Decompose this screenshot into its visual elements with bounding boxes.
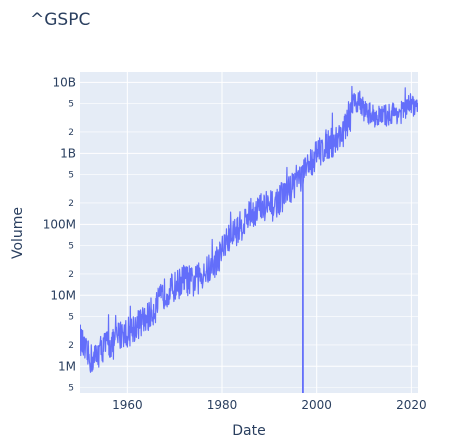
y-axis-title: Volume [10,207,26,259]
x-tick-label: 2000 [301,398,332,412]
y-minor-tick-label: 2 [68,199,74,209]
y-minor-tick-label: 5 [68,242,74,252]
x-tick-label: 1980 [207,398,238,412]
chart-title: ^GSPC [30,10,90,30]
volume-series-line [80,85,418,393]
y-tick-label: 100M [43,217,76,231]
plot-area [80,72,418,393]
axis-ticks: 5 2 5 2 5 2 5 2 5 1M 10M 100M 1B 10B 1960 1980 2000 2020 [43,75,427,412]
y-minor-tick-label: 2 [68,270,74,280]
y-minor-tick-label: 2 [68,128,74,138]
y-minor-tick-label: 2 [68,341,74,351]
x-axis-title: Date [232,423,265,439]
y-tick-label: 1B [60,146,76,160]
y-tick-label: 10M [50,288,76,302]
x-tick-label: 1960 [112,398,143,412]
grid-lines [80,72,418,393]
y-minor-tick-label: 5 [68,384,74,394]
series-layer [80,85,418,393]
y-tick-label: 10B [52,75,76,89]
y-minor-tick-label: 5 [68,313,74,323]
y-minor-tick-label: 5 [68,171,74,181]
x-tick-label: 2020 [396,398,427,412]
y-minor-tick-label: 5 [68,100,74,110]
y-tick-label: 1M [58,359,76,373]
